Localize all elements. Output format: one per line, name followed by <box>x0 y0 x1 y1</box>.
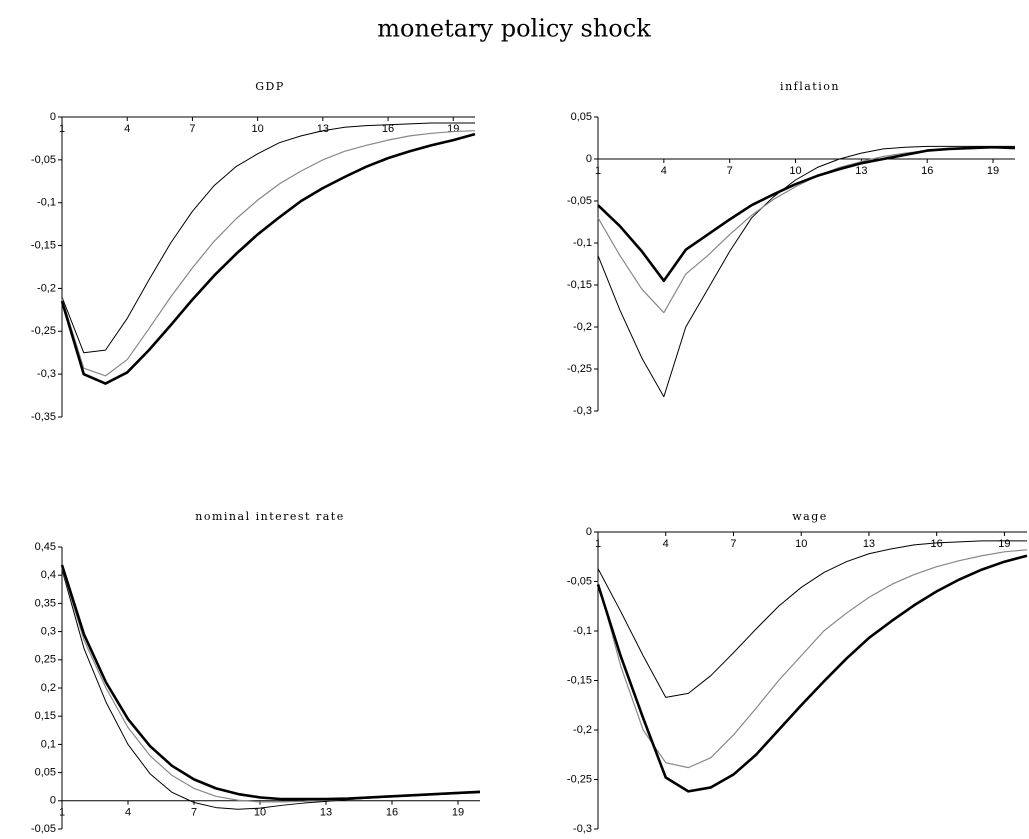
x-tick-label: 1 <box>59 807 65 819</box>
panel-title: GDP <box>255 80 285 93</box>
y-tick-label: -0,1 <box>37 197 56 209</box>
panel-title: inflation <box>780 80 840 93</box>
series-line <box>596 554 1028 793</box>
y-tick-label: -0,05 <box>567 195 592 207</box>
y-tick-label: 0,15 <box>35 710 56 722</box>
y-tick-label: 0 <box>50 111 56 123</box>
y-tick-label: -0,3 <box>573 405 592 417</box>
y-tick-label: 0,45 <box>35 541 56 553</box>
series-line <box>60 132 476 385</box>
y-tick-label: 0,05 <box>35 767 56 779</box>
y-tick-label: 0,35 <box>35 597 56 609</box>
y-tick-label: 0,05 <box>571 111 592 123</box>
series-line <box>597 145 1016 283</box>
y-tick-label: -0,05 <box>31 823 56 835</box>
x-tick-label: 16 <box>921 165 933 177</box>
x-tick-label: 4 <box>125 807 131 819</box>
x-tick-label: 16 <box>931 538 943 550</box>
y-tick-label: -0,05 <box>567 575 592 587</box>
series-line <box>61 130 476 377</box>
x-tick-label: 13 <box>320 807 332 819</box>
y-tick-label: 0,25 <box>35 654 56 666</box>
x-tick-label: 10 <box>252 123 264 135</box>
y-tick-label: 0 <box>50 795 56 807</box>
x-tick-label: 1 <box>59 123 65 135</box>
x-tick-label: 19 <box>987 165 999 177</box>
x-tick-label: 19 <box>998 538 1010 550</box>
y-tick-label: -0,15 <box>31 239 56 251</box>
x-tick-label: 1 <box>595 165 601 177</box>
series-line <box>61 567 481 803</box>
x-tick-label: 7 <box>727 165 733 177</box>
y-tick-label: -0,1 <box>573 237 592 249</box>
y-tick-label: 0 <box>586 526 592 538</box>
x-tick-label: 4 <box>124 123 130 135</box>
y-tick-label: 0,1 <box>41 738 56 750</box>
y-tick-label: 0,2 <box>41 682 56 694</box>
x-tick-label: 1 <box>595 538 601 550</box>
x-tick-label: 13 <box>863 538 875 550</box>
y-tick-label: -0,2 <box>37 282 56 294</box>
x-tick-label: 10 <box>795 538 807 550</box>
x-tick-label: 19 <box>447 123 459 135</box>
y-tick-label: -0,25 <box>31 325 56 337</box>
y-tick-label: 0,3 <box>41 626 56 638</box>
x-tick-label: 7 <box>191 807 197 819</box>
x-tick-label: 13 <box>317 123 329 135</box>
series-line <box>597 145 1015 398</box>
series-line <box>597 549 1028 769</box>
y-tick-label: -0,15 <box>567 279 592 291</box>
x-tick-label: 10 <box>254 807 266 819</box>
x-tick-label: 7 <box>730 538 736 550</box>
y-tick-label: -0,35 <box>31 411 56 423</box>
x-tick-label: 10 <box>789 165 801 177</box>
y-tick-label: -0,25 <box>567 773 592 785</box>
y-tick-label: -0,15 <box>567 674 592 686</box>
figure-title: monetary policy shock <box>377 15 651 43</box>
y-tick-label: 0 <box>586 153 592 165</box>
panel-title: wage <box>792 510 828 523</box>
y-tick-label: -0,2 <box>573 724 592 736</box>
series-line <box>60 564 481 801</box>
x-tick-label: 16 <box>382 123 394 135</box>
y-tick-label: 0,4 <box>41 569 56 581</box>
x-tick-label: 19 <box>452 807 464 819</box>
series-line <box>597 540 1027 698</box>
y-tick-label: -0,05 <box>31 154 56 166</box>
x-tick-label: 13 <box>855 165 867 177</box>
series-line <box>61 122 475 354</box>
y-tick-label: -0,2 <box>573 321 592 333</box>
x-tick-label: 16 <box>386 807 398 819</box>
y-tick-label: -0,3 <box>37 368 56 380</box>
x-tick-label: 4 <box>661 165 667 177</box>
panel-title: nominal interest rate <box>195 510 344 523</box>
y-tick-label: -0,25 <box>567 363 592 375</box>
series-line <box>61 569 481 810</box>
x-tick-label: 7 <box>189 123 195 135</box>
y-tick-label: -0,3 <box>573 823 592 835</box>
x-tick-label: 4 <box>663 538 669 550</box>
y-tick-label: -0,1 <box>573 625 592 637</box>
